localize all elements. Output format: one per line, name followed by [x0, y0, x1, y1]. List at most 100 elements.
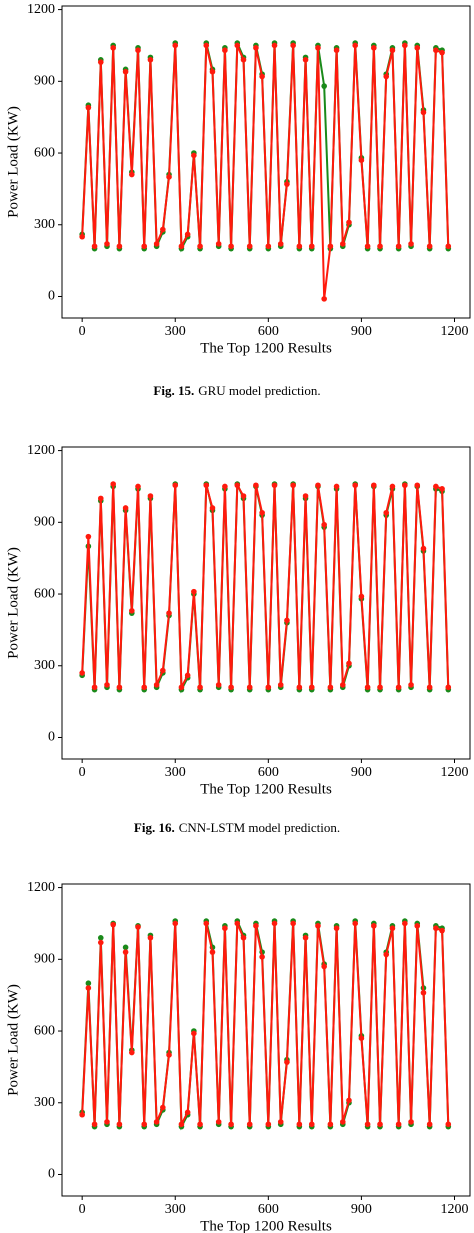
point: [153, 682, 160, 688]
point: [321, 521, 327, 528]
series-line: [81, 45, 450, 299]
point: [91, 684, 98, 691]
x-axis-label: The Top 1200 Results: [200, 340, 332, 356]
point: [122, 68, 129, 75]
point: [79, 233, 85, 240]
point: [122, 944, 129, 951]
point: [240, 493, 247, 499]
caption: Fig. 15. GRU model prediction.: [0, 383, 474, 399]
point: [116, 684, 123, 691]
point: [265, 243, 272, 250]
point: [129, 1049, 135, 1056]
point: [383, 73, 390, 80]
point: [364, 1121, 371, 1128]
point: [296, 684, 303, 691]
point: [197, 1121, 203, 1128]
point: [389, 925, 396, 932]
point: [426, 243, 433, 250]
point: [85, 980, 92, 987]
point: [116, 1121, 123, 1128]
chart: 0 300 600 900 1200 0 300 600 900 1200 The Top 1200…: [5, 2, 471, 356]
point: [333, 925, 340, 932]
point: [246, 684, 253, 691]
x-tick-label: 900: [351, 324, 372, 339]
point: [172, 920, 179, 927]
point: [104, 1119, 110, 1125]
point: [97, 59, 104, 65]
point: [135, 483, 141, 490]
point: [445, 243, 452, 250]
point: [271, 42, 278, 49]
x-tick-label: 900: [351, 765, 372, 780]
point: [290, 920, 296, 927]
point: [339, 682, 346, 688]
x-tick-label: 600: [258, 765, 279, 780]
point: [104, 241, 110, 247]
point: [191, 152, 197, 159]
point: [265, 684, 272, 691]
point: [414, 45, 421, 51]
point: [308, 684, 315, 691]
point: [439, 49, 445, 56]
point: [197, 684, 203, 691]
point: [203, 920, 210, 927]
point: [433, 47, 439, 54]
y-tick-label: 1200: [27, 2, 55, 17]
point: [184, 231, 191, 238]
point: [315, 482, 321, 489]
y-tick-label: 300: [34, 1095, 55, 1110]
point: [302, 934, 309, 941]
point: [122, 949, 129, 955]
x-tick-label: 0: [79, 1202, 86, 1217]
point: [135, 47, 141, 54]
point: [253, 45, 259, 51]
point: [215, 1119, 222, 1125]
point: [110, 481, 116, 487]
point: [383, 951, 390, 958]
point: [122, 505, 129, 511]
point: [296, 1121, 303, 1128]
point: [271, 482, 278, 489]
point: [91, 1121, 98, 1128]
point: [445, 1121, 452, 1128]
series-line: [81, 481, 450, 692]
point: [426, 1121, 433, 1128]
point: [352, 482, 359, 489]
point: [85, 985, 92, 991]
x-axis-label: The Top 1200 Results: [200, 781, 332, 797]
point: [402, 920, 408, 927]
caption-label: Fig. 16.: [133, 820, 175, 835]
point: [209, 68, 216, 75]
x-tick-label: 600: [258, 1202, 279, 1217]
point: [116, 243, 123, 250]
point: [284, 181, 290, 187]
y-tick-label: 0: [48, 1167, 55, 1182]
point: [166, 610, 172, 616]
point: [277, 682, 284, 688]
point: [153, 241, 160, 247]
point: [79, 670, 85, 676]
point: [327, 1121, 334, 1128]
point: [203, 482, 210, 489]
x-tick-label: 900: [351, 1202, 372, 1217]
point: [184, 1109, 191, 1116]
x-tick-label: 1200: [440, 324, 468, 339]
point: [246, 1121, 253, 1128]
point: [315, 45, 321, 51]
y-tick-label: 300: [34, 217, 55, 232]
point: [228, 684, 234, 691]
point: [129, 171, 135, 178]
y-axis-label: Power Load (KW): [5, 547, 21, 659]
point: [346, 1097, 352, 1104]
series-line: [81, 923, 450, 1129]
y-tick-label: 900: [34, 74, 55, 89]
caption-label: Fig. 15.: [153, 383, 195, 398]
y-tick-label: 1200: [27, 443, 55, 458]
point: [333, 483, 340, 490]
point: [321, 83, 327, 89]
point: [433, 925, 439, 932]
point: [321, 963, 327, 970]
point: [228, 243, 234, 250]
y-axis-label: Power Load (KW): [5, 984, 21, 1096]
